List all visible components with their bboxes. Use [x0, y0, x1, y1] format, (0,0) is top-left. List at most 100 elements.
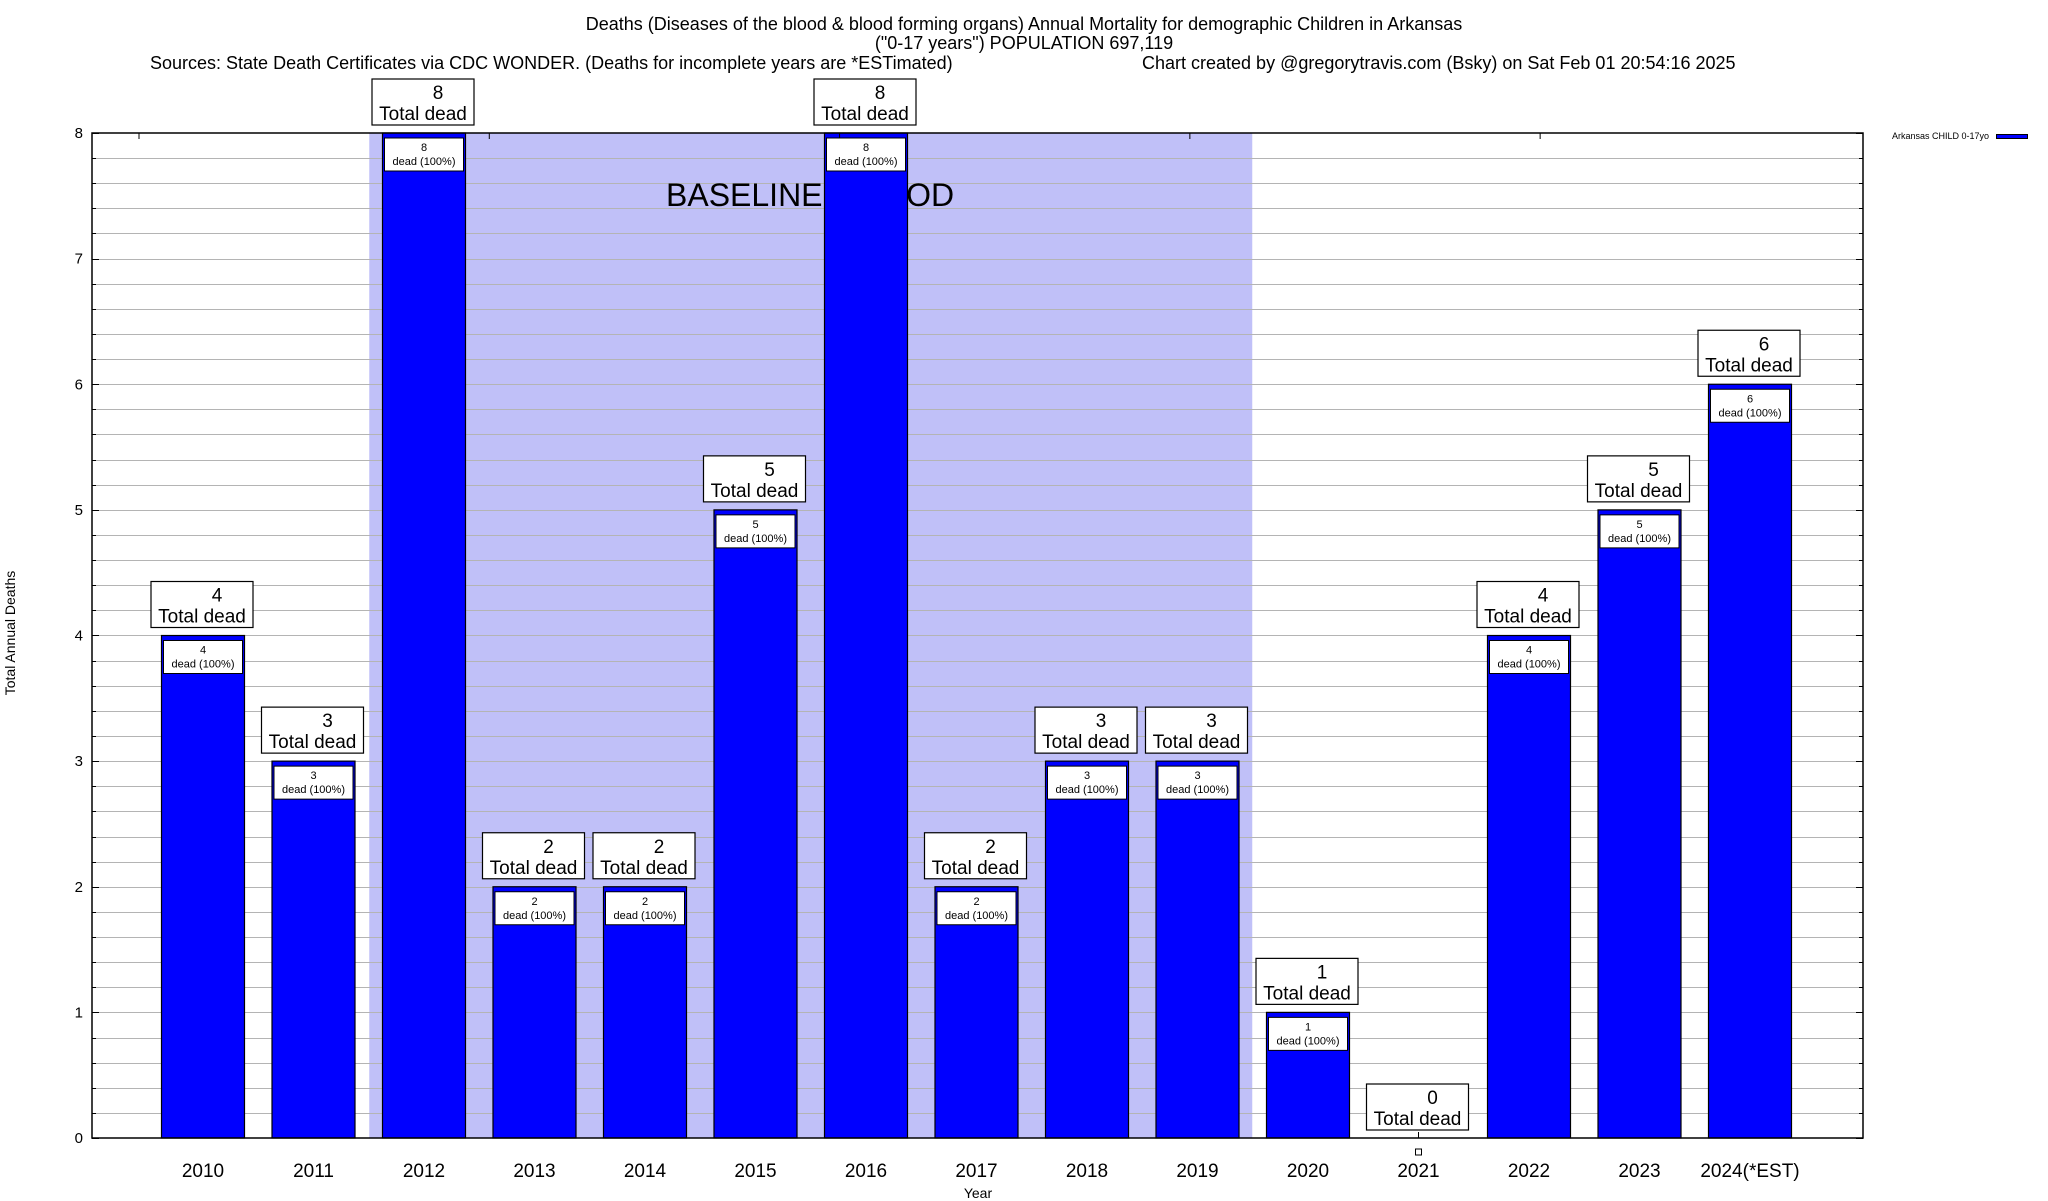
- bar-inner-value: 2: [642, 896, 648, 908]
- chart-sources: Sources: State Death Certificates via CD…: [150, 53, 953, 73]
- total-label-value: 5: [1648, 460, 1659, 481]
- bar: [713, 509, 798, 1139]
- bar: [160, 634, 246, 1139]
- bar: [1707, 383, 1793, 1139]
- total-label-box: [371, 78, 475, 126]
- x-axis-label: Year: [963, 1185, 993, 1201]
- bar-inner-label: 4 dead (100%): [1489, 640, 1569, 674]
- total-label-text: Total dead: [1263, 983, 1351, 1004]
- bar: [1044, 760, 1130, 1139]
- total-label-text: Total dead: [1042, 732, 1130, 753]
- x-tick-label: 2013: [513, 1161, 555, 1182]
- bar: [823, 132, 909, 1139]
- bar-inner-value: 8: [421, 142, 427, 154]
- total-label-text: Total dead: [1153, 732, 1241, 753]
- bar-inner-text: dead (100%): [1056, 784, 1119, 796]
- total-label-box: [923, 832, 1028, 880]
- x-tick-label: 2023: [1618, 1161, 1660, 1182]
- total-label-text: Total dead: [711, 481, 799, 502]
- bar-inner-label: 5 dead (100%): [715, 514, 796, 549]
- bar: [602, 886, 688, 1139]
- y-tick-label: 8: [75, 125, 83, 142]
- bar-inner-value: 6: [1747, 393, 1753, 405]
- total-label-box: [1365, 1083, 1470, 1131]
- x-tick-label: 2024(*EST): [1700, 1161, 1799, 1182]
- y-axis-label: Total Annual Deaths: [2, 570, 18, 696]
- total-label-value: 6: [1759, 334, 1770, 355]
- bar-inner-text: dead (100%): [172, 659, 235, 671]
- bar: [1597, 509, 1682, 1139]
- x-tick-label: 2015: [734, 1161, 776, 1182]
- y-tick-label: 7: [75, 251, 83, 268]
- total-label-text: Total dead: [379, 104, 467, 125]
- total-label-value: 5: [764, 460, 775, 481]
- total-label-value: 8: [875, 83, 886, 104]
- x-tick-label: 2010: [182, 1161, 224, 1182]
- total-label-value: 0: [1427, 1088, 1438, 1109]
- total-label-value: 4: [1538, 586, 1549, 607]
- total-label-value: 2: [654, 837, 665, 858]
- bar-inner-label: 4 dead (100%): [163, 640, 243, 674]
- bar-inner-label-box: [1047, 765, 1127, 800]
- bar-inner-value: 8: [863, 142, 869, 154]
- x-tick-label: 2018: [1066, 1161, 1108, 1182]
- bar-inner-value: 4: [200, 645, 206, 657]
- y-tick-label: 2: [75, 879, 83, 896]
- total-label-value: 3: [1206, 711, 1217, 732]
- bars-layer: [160, 132, 1793, 1156]
- bar-inner-text: dead (100%): [1166, 784, 1229, 796]
- total-label-text: Total dead: [1705, 355, 1793, 376]
- bar-inner-value: 3: [310, 770, 316, 782]
- total-label-box: [1144, 706, 1249, 754]
- x-tick-label: 2021: [1397, 1161, 1439, 1182]
- total-label-text: Total dead: [600, 858, 688, 879]
- zero-point-marker: [1415, 1148, 1422, 1156]
- x-tick-label: 2019: [1176, 1161, 1218, 1182]
- bar-inner-label: 6 dead (100%): [1710, 388, 1790, 423]
- bar-inner-text: dead (100%): [282, 784, 345, 796]
- bar-inner-value: 3: [1084, 770, 1090, 782]
- bar-inner-label-box: [605, 891, 685, 926]
- total-label-text: Total dead: [932, 858, 1020, 879]
- total-label-box: [1697, 329, 1801, 377]
- bar-inner-label: 2 dead (100%): [494, 891, 575, 926]
- total-label-value: 3: [322, 711, 333, 732]
- bar-inner-label-box: [1489, 640, 1569, 674]
- x-tick-label: 2016: [845, 1161, 887, 1182]
- total-label-box: [1586, 455, 1691, 503]
- bar-inner-label-box: [384, 137, 464, 172]
- bar-inner-label: 1 dead (100%): [1268, 1016, 1348, 1051]
- axes-layer: 0 1 2 3 4 5 6 7 8: [75, 125, 1864, 1147]
- bar-inner-label-box: [273, 765, 354, 800]
- bar-inner-value: 2: [973, 896, 979, 908]
- bar: [271, 760, 356, 1139]
- y-tick-label: 1: [75, 1004, 83, 1021]
- bar-inner-text: dead (100%): [1498, 659, 1561, 671]
- bar-inner-label: 5 dead (100%): [1599, 514, 1680, 549]
- total-label-value: 2: [543, 837, 554, 858]
- chart-credit: Chart created by @gregorytravis.com (Bsk…: [1142, 53, 1736, 73]
- bar-inner-label-box: [826, 137, 906, 172]
- total-label-text: Total dead: [158, 607, 246, 628]
- bar-inner-text: dead (100%): [1608, 533, 1671, 545]
- bar-inner-text: dead (100%): [1719, 407, 1782, 419]
- total-label-text: Total dead: [490, 858, 578, 879]
- bar-inner-label: 2 dead (100%): [936, 891, 1017, 926]
- bar-inner-label: 3 dead (100%): [1047, 765, 1127, 800]
- bar-inner-text: dead (100%): [835, 156, 898, 168]
- total-label-box: [592, 832, 696, 880]
- total-label-box: [1255, 957, 1359, 1005]
